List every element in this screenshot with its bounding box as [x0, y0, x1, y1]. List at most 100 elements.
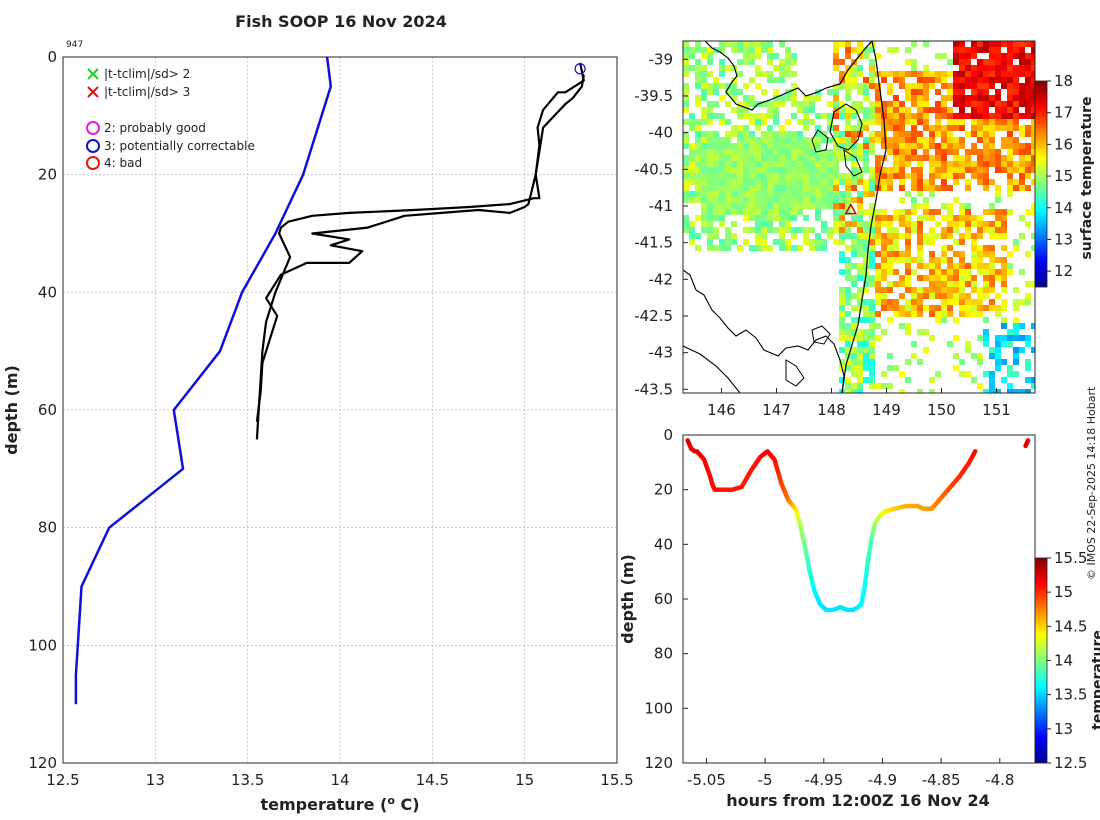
sst-cell — [719, 245, 725, 251]
sst-cell — [833, 101, 839, 107]
sst-cell — [953, 239, 959, 245]
sst-cell — [863, 233, 869, 239]
sst-cell — [821, 131, 827, 137]
sst-cell — [851, 353, 857, 359]
sst-cell — [863, 149, 869, 155]
sst-cell — [983, 113, 989, 119]
sst-cell — [713, 101, 719, 107]
sst-cell — [887, 137, 893, 143]
sst-cell — [683, 143, 689, 149]
sst-cell — [971, 263, 977, 269]
sst-cell — [809, 155, 815, 161]
sst-cell — [947, 149, 953, 155]
sst-cell — [935, 155, 941, 161]
sst-cell — [839, 335, 845, 341]
sst-cell — [695, 119, 701, 125]
sst-cell — [1031, 71, 1035, 77]
sst-cell — [797, 179, 803, 185]
sst-cell — [977, 137, 983, 143]
sst-cell — [773, 173, 779, 179]
sst-cell — [1001, 257, 1007, 263]
sst-cell — [971, 167, 977, 173]
sst-cell — [899, 71, 905, 77]
sst-cell — [707, 173, 713, 179]
map-y-tick-label: -42.5 — [634, 307, 673, 325]
sst-cell — [917, 287, 923, 293]
sst-cell — [983, 335, 989, 341]
sst-cell — [809, 239, 815, 245]
sst-cell — [791, 53, 797, 59]
sst-cell — [695, 149, 701, 155]
sst-cell — [1001, 287, 1007, 293]
sst-cell — [851, 389, 857, 393]
sst-cell — [929, 215, 935, 221]
sst-cell — [911, 71, 917, 77]
sst-cell — [911, 149, 917, 155]
sst-cell — [1001, 83, 1007, 89]
sst-cell — [869, 77, 875, 83]
sst-cell — [899, 125, 905, 131]
sst-cell — [749, 185, 755, 191]
sst-cell — [947, 95, 953, 101]
sst-cell — [755, 47, 761, 53]
sst-cell — [749, 41, 755, 47]
sst-cell — [995, 41, 1001, 47]
sst-cell — [989, 257, 995, 263]
sst-cell — [971, 305, 977, 311]
sst-cell — [857, 275, 863, 281]
sst-cell — [737, 167, 743, 173]
sst-cell — [959, 305, 965, 311]
sst-cell — [875, 119, 881, 125]
sst-cell — [1007, 173, 1013, 179]
sst-cell — [749, 143, 755, 149]
sst-cell — [1007, 209, 1013, 215]
sst-cell — [881, 131, 887, 137]
sst-cell — [917, 257, 923, 263]
sst-cell — [959, 41, 965, 47]
sst-cell — [947, 311, 953, 317]
sst-cell — [989, 383, 995, 389]
sst-cell — [1013, 359, 1019, 365]
sst-cell — [941, 305, 947, 311]
sst-cell — [1007, 125, 1013, 131]
sst-cell — [1001, 299, 1007, 305]
sst-cell — [785, 149, 791, 155]
sst-cell — [947, 293, 953, 299]
sst-cell — [887, 83, 893, 89]
sst-cell — [797, 245, 803, 251]
sst-cell — [737, 137, 743, 143]
sst-cell — [863, 95, 869, 101]
sst-cell — [851, 47, 857, 53]
sst-cell — [905, 251, 911, 257]
sst-cell — [1025, 83, 1031, 89]
sst-cell — [881, 299, 887, 305]
sst-cell — [749, 161, 755, 167]
sst-cell — [947, 107, 953, 113]
sst-cell — [725, 155, 731, 161]
sst-colorbar-tick-label: 18 — [1054, 72, 1073, 90]
sst-cell — [893, 281, 899, 287]
sst-cell — [851, 101, 857, 107]
sst-cell — [803, 191, 809, 197]
sst-cell — [713, 233, 719, 239]
sst-cell — [905, 377, 911, 383]
sst-cell — [905, 275, 911, 281]
sst-cell — [1031, 143, 1035, 149]
sst-cell — [911, 299, 917, 305]
sst-cell — [863, 221, 869, 227]
sst-cell — [845, 245, 851, 251]
sst-cell — [845, 359, 851, 365]
sst-cell — [923, 347, 929, 353]
sst-cell — [1001, 101, 1007, 107]
sst-cell — [1019, 155, 1025, 161]
sst-cell — [929, 389, 935, 393]
sst-cell — [785, 47, 791, 53]
sst-cell — [869, 83, 875, 89]
sst-cell — [755, 197, 761, 203]
sst-cell — [833, 41, 839, 47]
sst-cell — [983, 227, 989, 233]
sst-cell — [713, 185, 719, 191]
sst-cell — [1025, 173, 1031, 179]
sst-cell — [983, 119, 989, 125]
sst-cell — [701, 209, 707, 215]
